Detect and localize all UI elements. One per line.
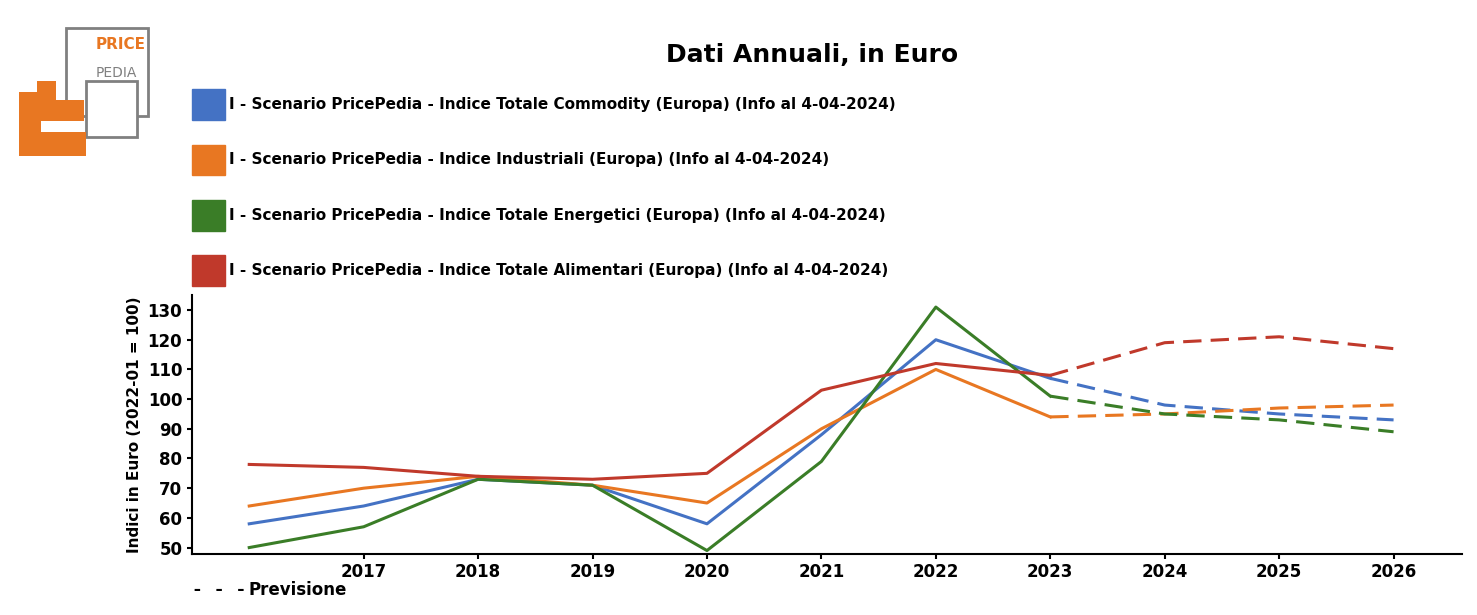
Text: - - -: - - - <box>192 581 247 600</box>
Text: Dati Annuali, in Euro: Dati Annuali, in Euro <box>666 43 959 67</box>
FancyBboxPatch shape <box>19 132 86 156</box>
FancyBboxPatch shape <box>37 100 84 121</box>
Text: PRICE: PRICE <box>96 37 146 52</box>
Y-axis label: Indici in Euro (2022-01 = 100): Indici in Euro (2022-01 = 100) <box>127 296 142 553</box>
Text: Previsione: Previsione <box>248 581 347 600</box>
Text: I - Scenario PricePedia - Indice Totale Alimentari (Europa) (Info al 4-04-2024): I - Scenario PricePedia - Indice Totale … <box>229 263 888 278</box>
Text: I - Scenario PricePedia - Indice Industriali (Europa) (Info al 4-04-2024): I - Scenario PricePedia - Indice Industr… <box>229 153 829 167</box>
Text: PEDIA: PEDIA <box>96 66 137 80</box>
Text: I - Scenario PricePedia - Indice Totale Commodity (Europa) (Info al 4-04-2024): I - Scenario PricePedia - Indice Totale … <box>229 97 895 112</box>
FancyBboxPatch shape <box>86 81 137 137</box>
Text: I - Scenario PricePedia - Indice Totale Energetici (Europa) (Info al 4-04-2024): I - Scenario PricePedia - Indice Totale … <box>229 208 886 223</box>
FancyBboxPatch shape <box>37 81 56 121</box>
FancyBboxPatch shape <box>19 92 41 156</box>
FancyBboxPatch shape <box>66 28 148 116</box>
